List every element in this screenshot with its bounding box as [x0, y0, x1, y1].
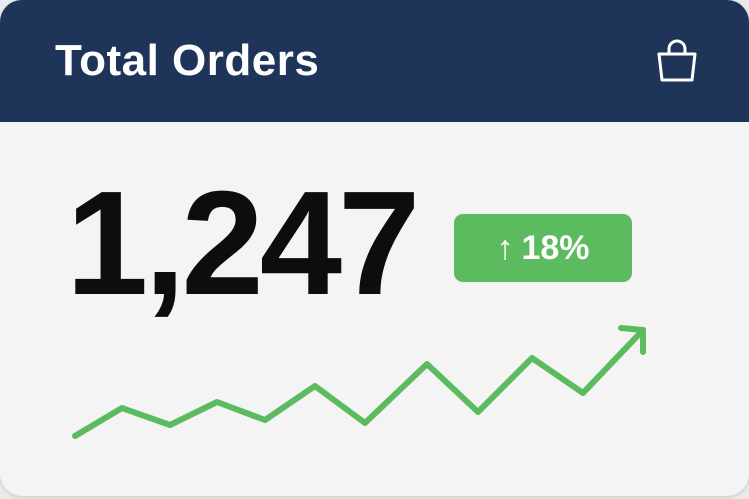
shopping-bag-icon	[657, 39, 697, 82]
sparkline-arrowhead	[618, 325, 646, 355]
card-title: Total Orders	[55, 36, 320, 85]
sparkline-line	[72, 327, 646, 439]
change-percent: 18%	[521, 228, 590, 267]
trend-sparkline	[72, 325, 646, 439]
orders-value: 1,247	[66, 161, 420, 326]
change-badge: ↑ 18%	[454, 214, 632, 282]
card-header: Total Orders	[0, 0, 749, 122]
arrow-up-icon: ↑	[496, 228, 514, 267]
